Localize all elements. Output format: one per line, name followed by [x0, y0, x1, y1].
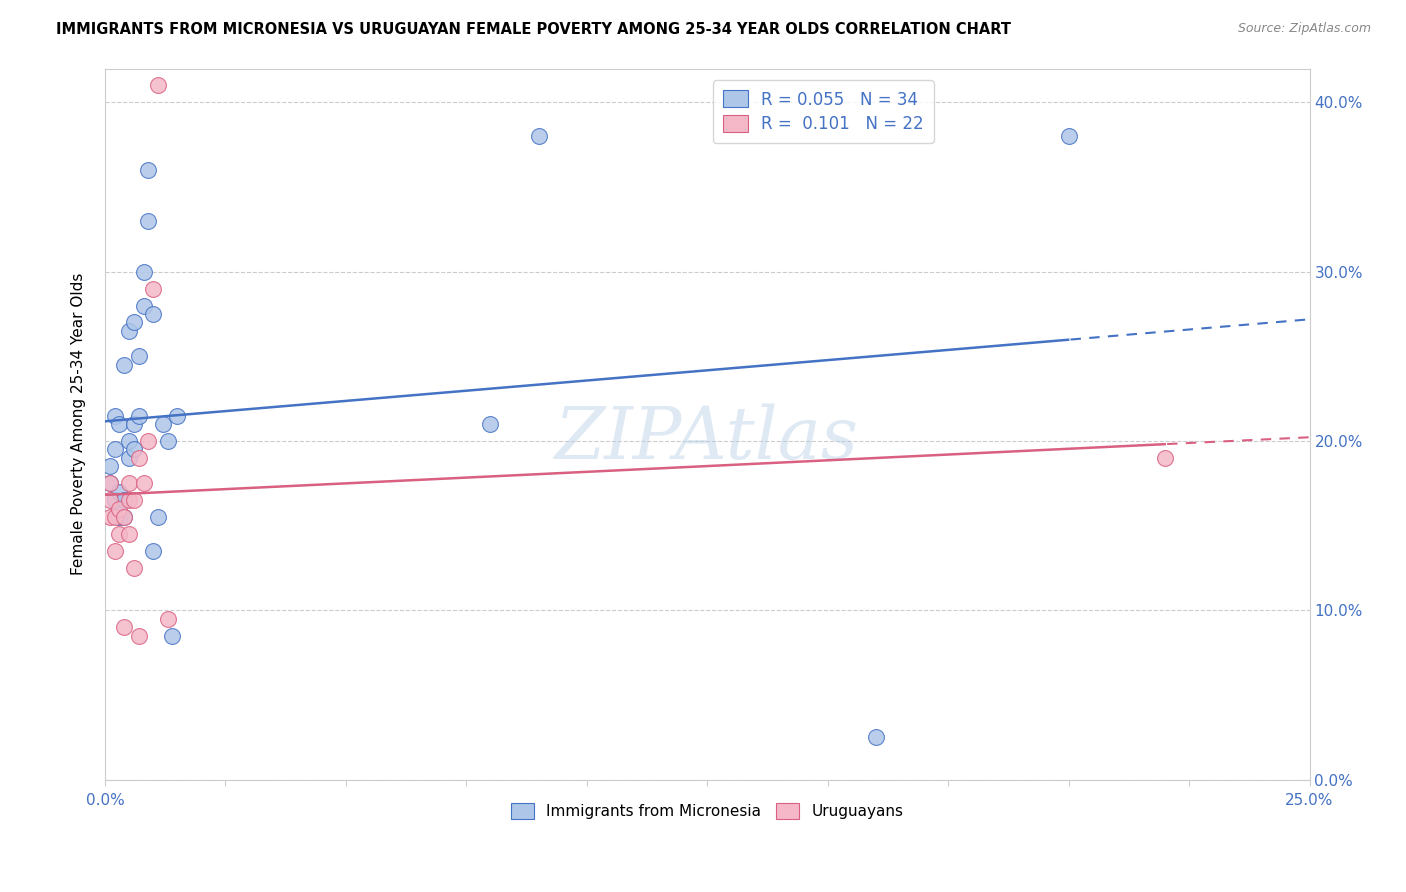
Point: [112, 510, 135, 524]
Point: [98, 476, 121, 491]
Point: [132, 265, 155, 279]
Point: [152, 417, 174, 431]
Point: [865, 731, 887, 745]
Point: [138, 434, 160, 448]
Point: [122, 442, 145, 457]
Text: IMMIGRANTS FROM MICRONESIA VS URUGUAYAN FEMALE POVERTY AMONG 25-34 YEAR OLDS COR: IMMIGRANTS FROM MICRONESIA VS URUGUAYAN …: [56, 22, 1011, 37]
Point: [104, 442, 127, 457]
Point: [142, 307, 165, 321]
Point: [108, 484, 131, 499]
Point: [108, 527, 131, 541]
Y-axis label: Female Poverty Among 25-34 Year Olds: Female Poverty Among 25-34 Year Olds: [72, 273, 86, 575]
Point: [104, 544, 127, 558]
Point: [162, 629, 184, 643]
Point: [122, 417, 145, 431]
Point: [118, 450, 141, 465]
Point: [142, 544, 165, 558]
Point: [128, 409, 150, 423]
Point: [108, 501, 131, 516]
Point: [479, 417, 502, 431]
Point: [1057, 129, 1080, 144]
Point: [128, 450, 150, 465]
Point: [122, 561, 145, 575]
Legend: Immigrants from Micronesia, Uruguayans: Immigrants from Micronesia, Uruguayans: [505, 797, 910, 825]
Point: [112, 620, 135, 634]
Point: [118, 527, 141, 541]
Point: [98, 459, 121, 474]
Point: [118, 324, 141, 338]
Point: [98, 493, 121, 508]
Point: [112, 358, 135, 372]
Point: [138, 214, 160, 228]
Text: ZIPAtlas: ZIPAtlas: [555, 403, 859, 474]
Point: [118, 476, 141, 491]
Point: [122, 316, 145, 330]
Point: [108, 510, 131, 524]
Point: [132, 476, 155, 491]
Point: [527, 129, 550, 144]
Point: [1154, 450, 1177, 465]
Point: [156, 612, 179, 626]
Point: [104, 409, 127, 423]
Point: [156, 434, 179, 448]
Point: [132, 299, 155, 313]
Point: [108, 417, 131, 431]
Point: [146, 510, 169, 524]
Point: [166, 409, 188, 423]
Point: [128, 349, 150, 363]
Point: [146, 78, 169, 93]
Point: [118, 493, 141, 508]
Point: [138, 163, 160, 178]
Text: Source: ZipAtlas.com: Source: ZipAtlas.com: [1237, 22, 1371, 36]
Point: [112, 510, 135, 524]
Point: [128, 629, 150, 643]
Point: [118, 434, 141, 448]
Point: [104, 493, 127, 508]
Point: [98, 510, 121, 524]
Point: [122, 493, 145, 508]
Point: [104, 510, 127, 524]
Point: [98, 476, 121, 491]
Point: [142, 282, 165, 296]
Point: [112, 493, 135, 508]
